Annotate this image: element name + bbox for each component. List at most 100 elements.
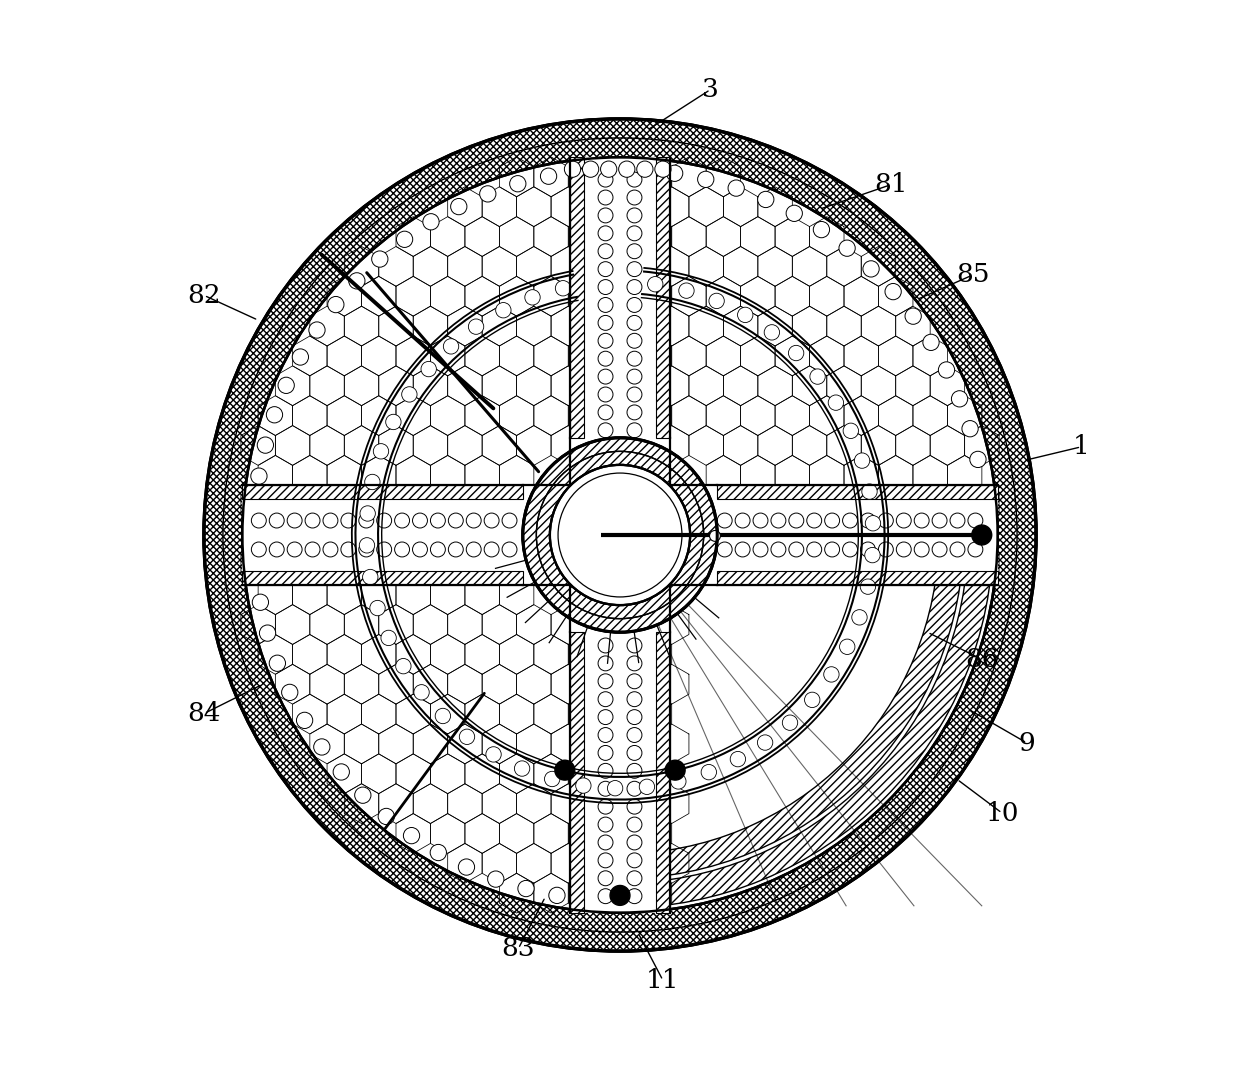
Circle shape [378,808,394,825]
Circle shape [309,322,325,338]
Circle shape [598,190,613,205]
Circle shape [854,453,869,469]
Circle shape [430,542,445,556]
Circle shape [450,198,467,215]
Circle shape [627,172,642,187]
Circle shape [322,542,339,556]
Circle shape [502,514,517,528]
Circle shape [861,579,875,594]
Bar [242,486,998,584]
Circle shape [627,835,642,850]
Circle shape [842,542,858,556]
Circle shape [373,444,388,459]
Circle shape [972,525,992,545]
Circle shape [636,160,653,178]
Circle shape [738,307,753,322]
Circle shape [968,514,983,528]
Circle shape [583,160,599,178]
Circle shape [598,656,613,671]
Circle shape [825,514,839,528]
Circle shape [598,889,613,904]
Circle shape [598,244,613,259]
Circle shape [288,514,303,528]
Text: 86: 86 [965,647,998,672]
Circle shape [372,250,388,268]
Circle shape [709,531,720,541]
Circle shape [600,160,616,178]
Wedge shape [620,535,993,908]
Circle shape [627,709,642,724]
Circle shape [771,514,786,528]
Circle shape [771,542,786,556]
Circle shape [932,514,947,528]
Circle shape [758,735,773,750]
Circle shape [813,221,830,238]
Circle shape [598,387,613,402]
Circle shape [314,738,330,755]
Circle shape [430,844,446,860]
Circle shape [397,231,413,247]
Circle shape [647,276,663,292]
Circle shape [430,514,445,528]
Circle shape [627,387,642,402]
Circle shape [839,639,854,655]
Circle shape [862,484,877,500]
Bar [717,486,998,499]
Circle shape [469,319,484,334]
Circle shape [564,160,580,178]
Circle shape [484,542,498,556]
Circle shape [950,542,965,556]
Circle shape [598,404,613,419]
Circle shape [866,516,880,531]
Bar [242,486,523,499]
Circle shape [735,542,750,556]
Circle shape [968,542,983,556]
Circle shape [598,369,613,384]
Circle shape [878,542,893,556]
Wedge shape [620,535,963,878]
Circle shape [449,542,464,556]
Circle shape [671,774,686,789]
Circle shape [355,788,371,804]
Circle shape [269,514,284,528]
Bar [656,632,670,913]
Circle shape [627,244,642,259]
Circle shape [598,763,613,778]
Circle shape [252,594,269,610]
Text: 81: 81 [874,172,908,197]
Circle shape [459,859,475,875]
Circle shape [484,514,498,528]
Circle shape [758,192,774,208]
Circle shape [627,817,642,832]
Circle shape [627,656,642,671]
Bar [570,157,584,438]
Circle shape [730,751,745,767]
Circle shape [334,764,350,780]
Circle shape [518,881,534,897]
Circle shape [897,514,911,528]
Circle shape [242,157,998,913]
Circle shape [598,871,613,886]
Circle shape [449,514,464,528]
Circle shape [939,362,955,378]
Circle shape [598,262,613,277]
Circle shape [698,171,714,187]
Circle shape [823,667,839,682]
Circle shape [466,514,481,528]
Circle shape [487,871,503,887]
Circle shape [608,780,622,796]
Circle shape [627,297,642,312]
Circle shape [403,827,419,844]
Circle shape [525,290,541,305]
Text: 9: 9 [1018,731,1035,755]
Circle shape [377,514,392,528]
Circle shape [728,180,744,196]
Circle shape [627,781,642,796]
Circle shape [885,284,901,300]
Text: 11: 11 [646,968,680,993]
Circle shape [627,746,642,761]
Circle shape [515,761,529,776]
Circle shape [807,542,822,556]
Circle shape [951,391,967,407]
Circle shape [786,205,802,221]
